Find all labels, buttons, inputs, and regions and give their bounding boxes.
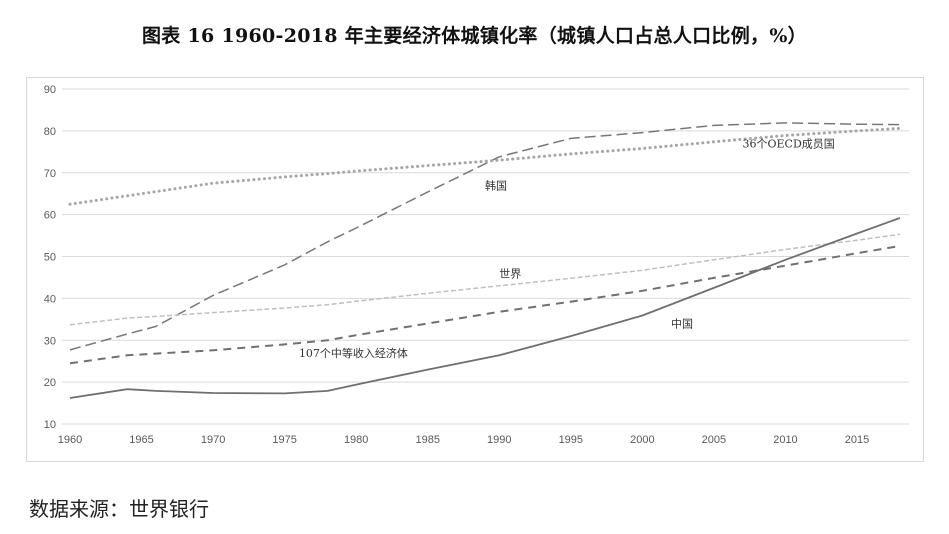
oecd-label: 36个OECD成员国 bbox=[743, 138, 835, 151]
y-tick-label: 70 bbox=[44, 168, 56, 180]
y-tick-label: 30 bbox=[44, 335, 56, 347]
x-tick-label: 2005 bbox=[702, 434, 726, 446]
y-tick-label: 60 bbox=[44, 210, 56, 222]
x-tick-label: 1980 bbox=[344, 434, 368, 446]
y-tick-label: 90 bbox=[44, 84, 56, 96]
world-label: 世界 bbox=[499, 267, 521, 280]
y-tick-label: 80 bbox=[44, 126, 56, 138]
korea-label: 韩国 bbox=[485, 179, 507, 193]
china-line bbox=[69, 217, 901, 399]
y-tick-label: 20 bbox=[44, 377, 56, 389]
x-tick-label: 2000 bbox=[630, 434, 654, 446]
x-tick-label: 2010 bbox=[773, 434, 797, 446]
world-line bbox=[69, 233, 901, 326]
y-tick-label: 50 bbox=[44, 252, 56, 264]
x-tick-label: 1970 bbox=[201, 434, 225, 446]
china-label: 中国 bbox=[671, 318, 693, 331]
x-tick-label: 1965 bbox=[129, 434, 153, 446]
middle-income-label: 107个中等收入经济体 bbox=[299, 346, 408, 360]
korea-line bbox=[69, 122, 900, 351]
y-tick-label: 40 bbox=[44, 293, 56, 305]
chart-frame bbox=[26, 77, 924, 462]
x-tick-label: 1985 bbox=[415, 434, 439, 446]
oecd-line bbox=[68, 126, 902, 206]
data-source-note: 数据来源：世界银行 bbox=[29, 497, 209, 521]
x-tick-label: 1960 bbox=[58, 434, 82, 446]
middle-income-line bbox=[69, 245, 901, 365]
y-tick-label: 10 bbox=[44, 419, 56, 431]
chart-title: 图表 16 1960-2018 年主要经济体城镇化率（城镇人口占总人口比例，%） bbox=[142, 25, 807, 47]
x-tick-label: 1975 bbox=[272, 434, 296, 446]
x-tick-label: 1990 bbox=[487, 434, 511, 446]
x-tick-label: 1995 bbox=[559, 434, 583, 446]
x-tick-label: 2015 bbox=[845, 434, 869, 446]
